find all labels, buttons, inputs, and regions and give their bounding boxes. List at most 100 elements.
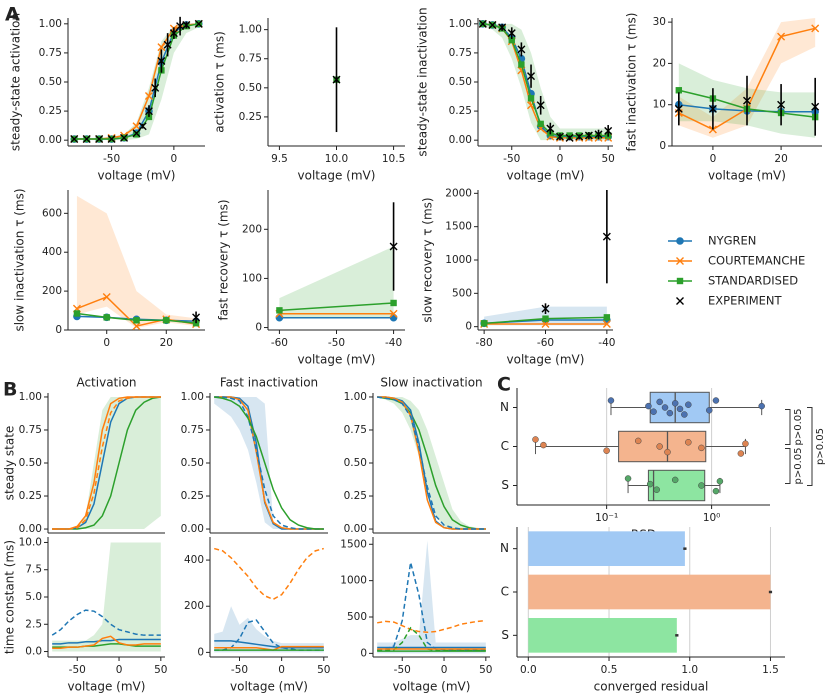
legend-marker (676, 297, 684, 305)
point (712, 397, 720, 404)
point (681, 411, 688, 418)
x-tick-label: 10⁰ (703, 512, 721, 524)
point (666, 409, 674, 417)
x-axis-label: voltage (mV) (507, 353, 585, 367)
point (712, 487, 720, 495)
marker (594, 130, 603, 139)
y-axis-label: steady state (3, 426, 17, 501)
point (685, 401, 692, 408)
point (698, 444, 705, 452)
x-axis-label: voltage (mV) (98, 169, 176, 183)
chart-title: Slow inactivation (380, 376, 482, 390)
series-line (377, 396, 486, 530)
x-tick-label: -40 (385, 337, 402, 349)
y-tick-label: 100 (242, 272, 262, 284)
y-tick-label: 1000 (445, 254, 472, 266)
x-tick-label: 20 (160, 337, 173, 349)
y-tick-label: 10 (653, 99, 666, 111)
y-tick-label: C (501, 439, 509, 453)
x-tick-label: -50 (394, 664, 411, 676)
marker (480, 320, 488, 327)
x-tick-label: 0.0 (520, 664, 537, 676)
legend-label: EXPERIMENT (708, 294, 783, 308)
series-line (279, 302, 394, 312)
annotation: p>0.05 (815, 428, 826, 465)
legend-marker (676, 257, 684, 265)
x-tick-label: -60 (537, 337, 554, 349)
x-tick-label: 50 (601, 153, 614, 165)
y-axis-label: slow recovery τ (ms) (421, 197, 435, 322)
band (279, 246, 394, 318)
marker (157, 57, 166, 66)
y-tick-label: 1.00 (344, 391, 367, 403)
x-tick-label: 0 (441, 664, 448, 676)
x-tick-label: 0 (557, 153, 564, 165)
bracket (785, 448, 791, 484)
bracket (807, 407, 813, 486)
series-line (214, 396, 324, 530)
point (634, 437, 642, 445)
band (482, 23, 609, 141)
x-axis-label: voltage (mV) (68, 680, 146, 694)
y-tick-label: C (501, 585, 509, 599)
y-tick-label: 400 (42, 246, 62, 258)
y-tick-label: 2.5 (25, 618, 42, 630)
y-tick-label: 20 (653, 57, 666, 69)
y-tick-label: 0.75 (344, 424, 367, 436)
y-tick-label: 1500 (445, 221, 472, 233)
panel-label: C (497, 374, 511, 396)
x-axis-label: voltage (mV) (393, 680, 471, 694)
point (540, 441, 547, 449)
x-tick-label: -50 (328, 337, 345, 349)
y-tick-label: 2000 (445, 187, 472, 199)
marker (138, 122, 147, 131)
marker (151, 83, 160, 92)
point (656, 443, 663, 450)
series-line (214, 619, 324, 651)
marker (565, 133, 574, 142)
annotation: p>0.05 (793, 448, 804, 485)
marker (555, 132, 564, 141)
y-tick-label: 0.25 (19, 490, 42, 502)
marker (537, 120, 544, 128)
y-tick-label: 0.50 (239, 82, 262, 94)
y-tick-label: 0 (360, 647, 367, 659)
y-tick-label: 5.0 (25, 591, 42, 603)
marker (132, 122, 141, 131)
y-tick-label: 0.0 (25, 646, 42, 658)
marker (575, 132, 584, 141)
marker (182, 20, 191, 29)
band (76, 195, 197, 329)
y-tick-label: 500 (452, 287, 472, 299)
x-tick-label: -40 (598, 337, 615, 349)
marker (478, 19, 487, 28)
x-tick-label: 20 (774, 153, 787, 165)
y-tick-label: 200 (242, 223, 262, 235)
marker (276, 307, 283, 314)
x-tick-label: -50 (69, 664, 86, 676)
marker (120, 133, 129, 142)
point (603, 447, 610, 454)
marker (674, 104, 683, 113)
marker (708, 104, 717, 113)
point (624, 475, 632, 482)
band (377, 540, 486, 654)
series-line (214, 396, 324, 530)
point (653, 486, 660, 493)
y-tick-label: 0 (55, 324, 62, 336)
bar (528, 531, 685, 566)
y-axis-label: fast inactivation τ (ms) (625, 13, 639, 152)
marker (507, 29, 516, 38)
marker (133, 317, 140, 324)
y-tick-label: 0.25 (239, 111, 262, 123)
band (214, 606, 324, 653)
y-axis-label: activation τ (ms) (213, 31, 227, 133)
y-tick-label: 10.0 (19, 536, 42, 548)
y-tick-label: 1.00 (39, 18, 62, 30)
y-tick-label: 0 (197, 646, 204, 658)
y-tick-label: 0.00 (181, 523, 204, 535)
x-tick-label: -50 (503, 153, 520, 165)
band (214, 396, 324, 530)
point (742, 440, 749, 447)
